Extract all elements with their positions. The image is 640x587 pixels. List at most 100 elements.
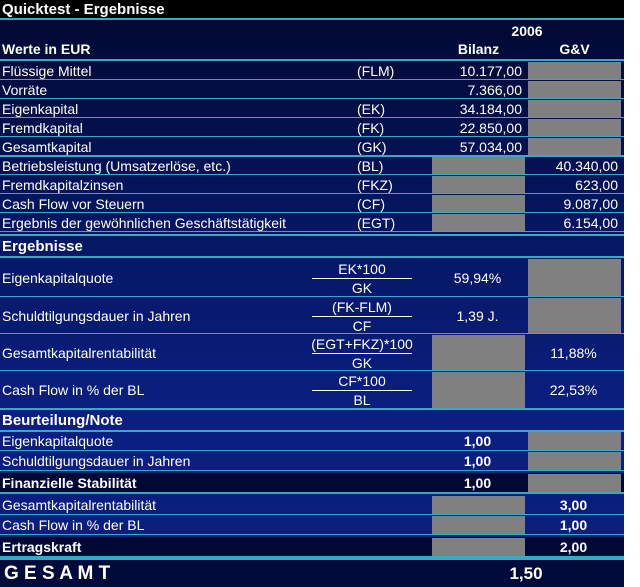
row-separator bbox=[0, 333, 624, 334]
sheet-title: Quicktest - Ergebnisse bbox=[2, 0, 165, 18]
row-separator bbox=[0, 296, 624, 297]
empty-cell bbox=[432, 538, 525, 556]
row-separator bbox=[0, 155, 624, 157]
row-separator bbox=[0, 256, 624, 258]
row-label: Fremdkapital bbox=[2, 119, 83, 136]
row-separator bbox=[0, 408, 624, 410]
empty-cell bbox=[432, 214, 525, 231]
empty-cell bbox=[528, 62, 621, 79]
column-header: G&V bbox=[559, 41, 590, 57]
section-title: Beurteilung/Note bbox=[2, 411, 123, 429]
value-cell: 3,00 bbox=[559, 497, 588, 513]
value-cell: 11,88% bbox=[550, 344, 597, 361]
formula-numerator: CF*100 bbox=[338, 373, 386, 389]
row-separator bbox=[0, 79, 624, 80]
empty-cell bbox=[432, 157, 525, 174]
empty-cell bbox=[432, 496, 525, 514]
row-label: Betriebsleistung (Umsatzerlöse, etc.) bbox=[2, 157, 231, 174]
value-cell: 57.034,00 bbox=[459, 138, 522, 155]
row-separator bbox=[0, 98, 624, 99]
fraction-bar bbox=[312, 277, 412, 279]
row-label: Ertragskraft bbox=[2, 539, 82, 555]
row-abbreviation: (GK) bbox=[357, 138, 387, 155]
value-cell: 1,00 bbox=[463, 433, 492, 449]
row-separator bbox=[0, 117, 624, 118]
empty-cell bbox=[432, 335, 525, 370]
formula-denominator: GK bbox=[351, 279, 373, 296]
empty-cell bbox=[528, 119, 621, 136]
row-separator bbox=[0, 18, 624, 20]
row-label: Flüssige Mittel bbox=[2, 62, 92, 79]
value-cell: 40.340,00 bbox=[555, 157, 618, 174]
row-label: Cash Flow vor Steuern bbox=[2, 195, 145, 212]
empty-cell bbox=[528, 452, 621, 470]
title-band bbox=[0, 0, 624, 18]
row-separator bbox=[0, 534, 624, 535]
row-abbreviation: (BL) bbox=[357, 157, 384, 174]
row-separator bbox=[0, 212, 624, 213]
row-label: Finanzielle Stabilität bbox=[2, 475, 137, 491]
total-band bbox=[0, 559, 624, 587]
fraction-bar bbox=[312, 315, 412, 317]
row-label: Schuldtilgungsdauer in Jahren bbox=[2, 307, 191, 324]
value-cell: 1,00 bbox=[559, 517, 588, 533]
empty-cell bbox=[432, 195, 525, 212]
empty-cell bbox=[432, 516, 525, 534]
row-label: Gesamtkapitalrentabilität bbox=[2, 497, 157, 513]
row-separator bbox=[0, 514, 624, 515]
value-cell: 623,00 bbox=[575, 176, 618, 193]
empty-cell bbox=[432, 372, 525, 408]
total-value: 1,50 bbox=[509, 563, 543, 583]
formula-denominator: BL bbox=[353, 392, 371, 408]
year: 2006 bbox=[511, 23, 543, 39]
row-abbreviation: (EK) bbox=[357, 100, 385, 117]
empty-cell bbox=[528, 259, 621, 296]
row-abbreviation: (FK) bbox=[357, 119, 385, 136]
row-separator bbox=[0, 59, 624, 61]
row-separator bbox=[0, 556, 624, 558]
value-cell: 9.087,00 bbox=[563, 195, 619, 212]
row-label: Eigenkapitalquote bbox=[2, 433, 114, 449]
value-cell: 59,94% bbox=[453, 269, 502, 286]
fraction-bar bbox=[312, 352, 412, 354]
column-header: Bilanz bbox=[457, 41, 500, 57]
row-separator bbox=[0, 470, 624, 471]
row-separator bbox=[0, 174, 624, 175]
formula-numerator: (FK-FLM) bbox=[332, 298, 392, 315]
value-cell: 1,39 J. bbox=[456, 307, 499, 324]
row-label: Fremdkapitalzinsen bbox=[2, 176, 124, 193]
row-abbreviation: (CF) bbox=[357, 195, 385, 212]
row-label: Cash Flow in % der BL bbox=[2, 382, 145, 398]
value-cell: 34.184,00 bbox=[459, 100, 522, 117]
empty-cell bbox=[528, 138, 621, 155]
value-cell: 22.850,00 bbox=[459, 119, 522, 136]
section-title: Ergebnisse bbox=[2, 237, 83, 255]
formula-denominator: CF bbox=[352, 317, 372, 334]
formula-numerator: EK*100 bbox=[338, 260, 386, 277]
row-separator bbox=[0, 193, 624, 194]
row-separator bbox=[0, 492, 624, 494]
row-separator bbox=[0, 231, 624, 232]
empty-cell bbox=[528, 298, 621, 333]
empty-cell bbox=[528, 432, 621, 450]
row-abbreviation: (FKZ) bbox=[357, 176, 393, 193]
fraction-bar bbox=[312, 390, 412, 391]
sheet: Quicktest - Ergebnisse 2006 Werte in EUR Bi… bbox=[0, 0, 624, 587]
row-label: Ergebnis der gewöhnlichen Geschäftstätig… bbox=[2, 214, 287, 231]
row-separator bbox=[0, 450, 624, 451]
row-abbreviation: (FLM) bbox=[357, 62, 395, 79]
row-label: Schuldtilgungsdauer in Jahren bbox=[2, 453, 191, 469]
formula-denominator: GK bbox=[351, 354, 373, 371]
value-cell: 2,00 bbox=[559, 539, 588, 555]
row-separator bbox=[0, 234, 624, 236]
unit-label: Werte in EUR bbox=[2, 41, 91, 57]
row-separator bbox=[0, 558, 624, 560]
row-separator bbox=[0, 136, 624, 137]
empty-cell bbox=[528, 81, 621, 98]
empty-cell bbox=[528, 474, 621, 492]
formula-numerator: (EGT+FKZ)*100 bbox=[311, 335, 413, 352]
empty-cell bbox=[432, 176, 525, 193]
value-cell: 6.154,00 bbox=[563, 214, 619, 231]
row-abbreviation: (EGT) bbox=[357, 214, 396, 231]
row-label: Gesamtkapital bbox=[2, 138, 92, 155]
